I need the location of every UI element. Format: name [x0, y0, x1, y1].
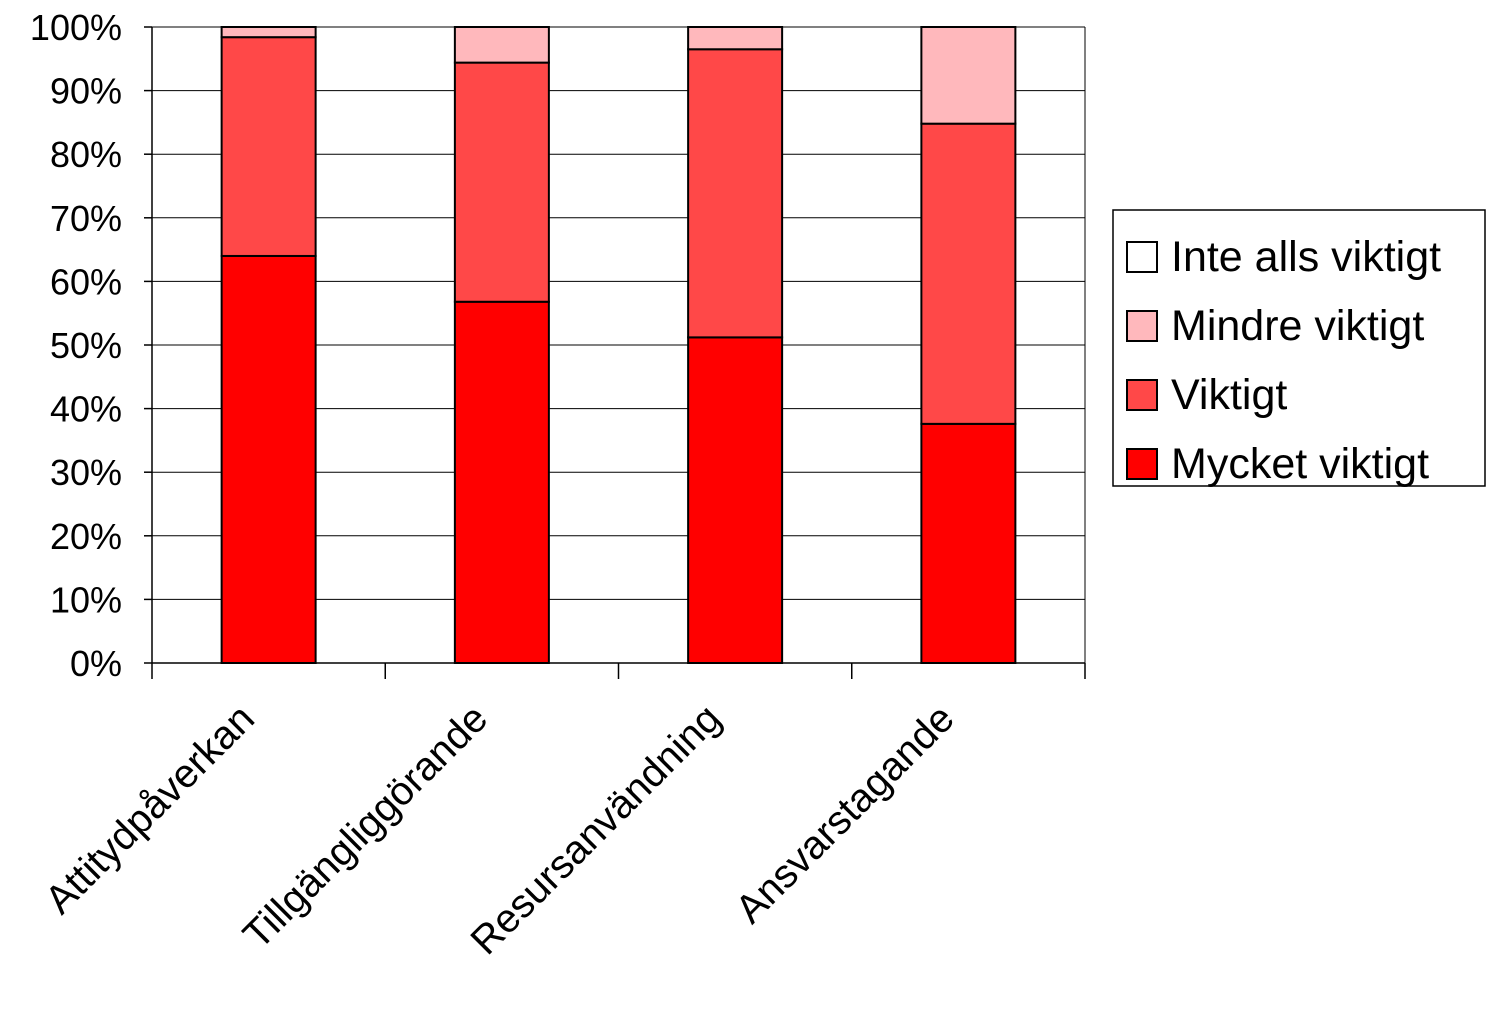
y-tick-label: 20% [50, 516, 122, 557]
legend-label: Inte alls viktigt [1171, 233, 1441, 281]
y-tick-label: 10% [50, 579, 122, 620]
x-category-labels: AttitydpåverkanTillgängliggörandeResursa… [37, 696, 963, 963]
x-category-label: Tillgängliggörande [235, 696, 496, 957]
bar-segment-mindre-viktigt-tillgangliggorande [453, 26, 550, 64]
bar-segment-viktigt-ansvarstagande [920, 122, 1017, 425]
y-tick-label: 30% [50, 452, 122, 493]
bar-segment-mindre-viktigt-ansvarstagande [920, 26, 1017, 125]
legend-swatch-inte-alls-viktigt [1126, 241, 1158, 273]
legend-swatch-mindre-viktigt [1126, 310, 1158, 342]
y-tick-label: 70% [50, 198, 122, 239]
x-category-label: Resursanvändning [463, 696, 730, 963]
bar-segment-mindre-viktigt-attitydpaverkan [220, 26, 317, 39]
bar-segment-mycket-viktigt-tillgangliggorande [453, 300, 550, 664]
y-tick-label: 100% [30, 7, 122, 48]
x-category-label: Attitydpåverkan [37, 696, 263, 922]
legend-swatch-viktigt [1126, 379, 1158, 411]
bar-segment-mycket-viktigt-resursanvandning [687, 336, 784, 664]
axes [144, 26, 1086, 679]
y-tick-label: 80% [50, 134, 122, 175]
y-tick-label: 60% [50, 261, 122, 302]
legend-swatch-mycket-viktigt [1126, 448, 1158, 480]
legend-box [1112, 209, 1486, 487]
y-tick-label: 50% [50, 325, 122, 366]
legend-label: Viktigt [1171, 371, 1287, 419]
y-tick-label: 90% [50, 71, 122, 112]
x-category-label: Ansvarstagande [727, 696, 963, 932]
bar-segment-viktigt-resursanvandning [687, 48, 784, 339]
legend-label: Mindre viktigt [1171, 302, 1424, 350]
bar-segment-mycket-viktigt-ansvarstagande [920, 422, 1017, 665]
legend-label: Mycket viktigt [1171, 440, 1429, 488]
bars [220, 26, 1017, 665]
legend: Inte alls viktigt Mindre viktigt Viktigt My… [1112, 209, 1486, 488]
y-tick-label: 40% [50, 389, 122, 430]
y-tick-label: 0% [70, 643, 122, 684]
bar-segment-viktigt-tillgangliggorande [453, 61, 550, 303]
bar-segment-mycket-viktigt-attitydpaverkan [220, 254, 317, 665]
bar-segment-viktigt-attitydpaverkan [220, 36, 317, 257]
y-tick-labels: 0% 10% 20% 30% 40% 50% 60% 70% 80% 90% 100% [30, 7, 122, 684]
bar-segment-mindre-viktigt-resursanvandning [687, 26, 784, 51]
